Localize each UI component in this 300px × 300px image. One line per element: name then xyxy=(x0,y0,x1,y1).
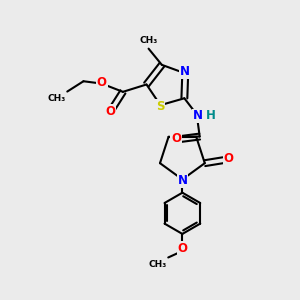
Text: O: O xyxy=(171,132,181,146)
Text: N: N xyxy=(193,110,203,122)
Text: N: N xyxy=(177,174,188,188)
Text: S: S xyxy=(156,100,165,113)
Text: H: H xyxy=(206,110,215,122)
Text: O: O xyxy=(177,242,188,254)
Text: O: O xyxy=(97,76,107,88)
Text: N: N xyxy=(180,65,190,78)
Text: CH₃: CH₃ xyxy=(140,36,158,45)
Text: CH₃: CH₃ xyxy=(48,94,66,103)
Text: CH₃: CH₃ xyxy=(148,260,167,269)
Text: O: O xyxy=(223,152,233,165)
Text: O: O xyxy=(105,105,115,118)
